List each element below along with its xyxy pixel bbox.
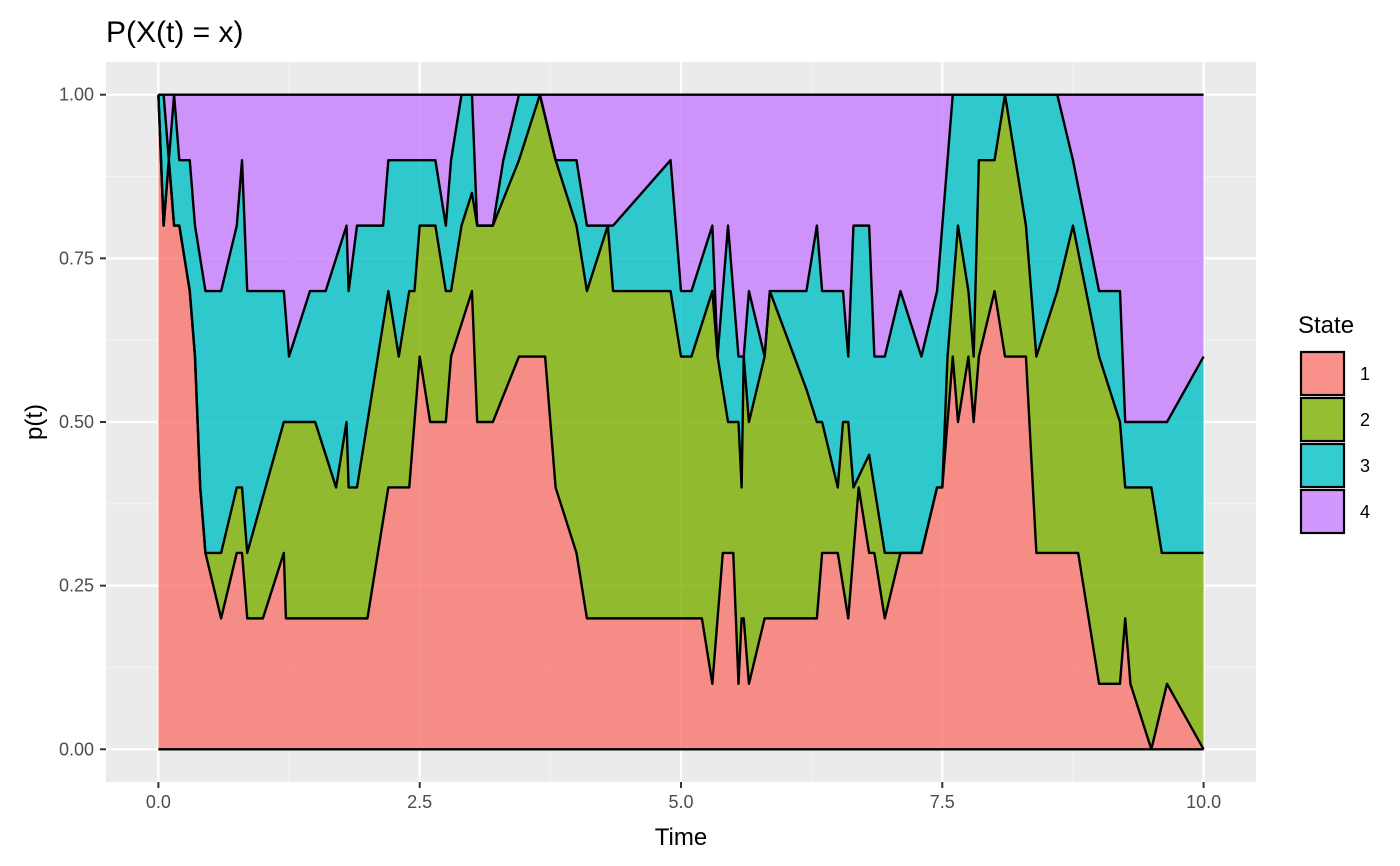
y-tick-label: 0.75 — [59, 248, 94, 268]
y-tick-label: 1.00 — [59, 85, 94, 105]
legend-key-state-3 — [1299, 442, 1346, 489]
boundary-lines — [157, 93, 1205, 751]
y-axis-ticks: 0.00 0.25 0.50 0.75 1.00 — [59, 85, 106, 759]
legend-label-state-2: 2 — [1360, 410, 1370, 430]
y-tick-label: 0.50 — [59, 412, 94, 432]
area-state-4 — [158, 94, 1204, 422]
area-state-2 — [158, 94, 1204, 750]
y-tick-label: 0.00 — [59, 739, 94, 759]
y-axis-title: p(t) — [21, 404, 48, 440]
legend-key-state-1 — [1299, 350, 1346, 397]
x-tick-label: 0.0 — [146, 792, 171, 812]
legend-title: State — [1298, 312, 1354, 339]
area-state-3 — [158, 94, 1204, 553]
x-tick-label: 2.5 — [407, 792, 432, 812]
chart-title: P(X(t) = x) — [106, 16, 244, 49]
boundary-line-1 — [157, 94, 1205, 751]
legend: State 1 2 3 4 — [1298, 312, 1370, 535]
x-tick-label: 7.5 — [930, 792, 955, 812]
state-areas — [158, 94, 1204, 750]
legend-label-state-1: 1 — [1360, 364, 1370, 384]
legend-key-state-2 — [1299, 396, 1346, 443]
y-tick-label: 0.25 — [59, 576, 94, 596]
legend-key-state-4 — [1299, 488, 1346, 535]
x-tick-label: 5.0 — [668, 792, 693, 812]
x-tick-label: 10.0 — [1186, 792, 1221, 812]
legend-label-state-4: 4 — [1360, 502, 1370, 522]
legend-label-state-3: 3 — [1360, 456, 1370, 476]
area-state-1 — [158, 94, 1204, 750]
x-axis-ticks: 0.0 2.5 5.0 7.5 10.0 — [146, 782, 1221, 812]
x-axis-title: Time — [655, 824, 707, 851]
boundary-line-2 — [157, 93, 1204, 555]
